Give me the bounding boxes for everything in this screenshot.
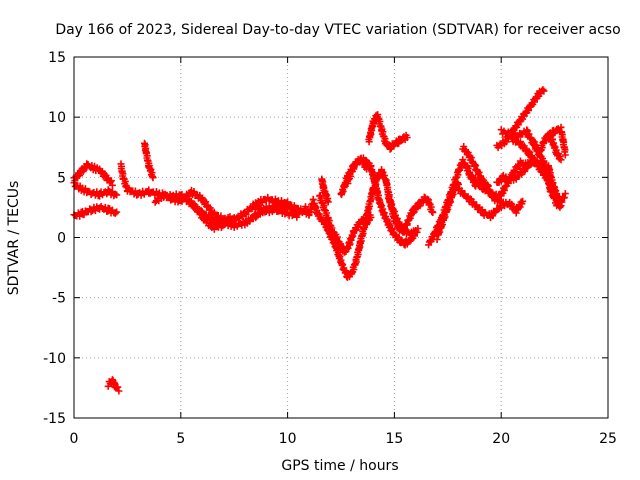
data-series-track-n — [365, 111, 411, 153]
scatter-markers — [70, 203, 121, 220]
plot-frame — [73, 56, 609, 419]
scatter-markers — [544, 123, 569, 159]
data-series-track-k — [318, 175, 332, 206]
scatter-markers — [318, 175, 332, 206]
scatter-markers — [316, 191, 375, 256]
scatter-markers — [455, 185, 527, 222]
y-tick-label: -15 — [43, 411, 66, 427]
scatter-markers — [141, 139, 157, 182]
x-tick-label: 5 — [176, 431, 185, 447]
data-series-track-h — [252, 202, 302, 221]
data-series-track-v — [493, 155, 539, 186]
x-axis-label: GPS time / hours — [281, 458, 398, 474]
data-series-track-r — [433, 179, 462, 243]
y-tick-label: 0 — [57, 231, 66, 247]
scatter-markers — [493, 155, 539, 186]
chart-title: Day 166 of 2023, Sidereal Day-to-day VTE… — [55, 22, 620, 38]
y-axis-label: SDTVAR / TECUs — [6, 181, 22, 296]
data-series-track-o — [384, 191, 420, 239]
data-series-track-ab — [544, 162, 569, 206]
scatter-markers — [252, 202, 302, 221]
scatter-markers — [365, 111, 411, 153]
scatter-markers — [384, 191, 420, 239]
y-tick-label: 15 — [48, 50, 66, 66]
axis-ticks: 0 5 10 15 20 25 15 10 5 0 -5 -10 -15 — [43, 50, 617, 447]
x-tick-label: 0 — [70, 431, 79, 447]
data-series-track-g — [183, 195, 234, 233]
plot-area — [70, 86, 569, 395]
scatter-markers — [343, 154, 422, 249]
data-series-track-m — [343, 154, 422, 249]
scatter-markers — [433, 179, 462, 243]
scatter-markers — [508, 134, 559, 193]
data-series-track-e — [141, 139, 157, 182]
y-tick-label: 5 — [57, 170, 66, 186]
data-series-track-aa — [544, 123, 569, 159]
data-series-track-t — [455, 185, 527, 222]
x-tick-label: 10 — [279, 431, 297, 447]
x-tick-label: 25 — [599, 431, 617, 447]
data-series-track-a — [70, 203, 121, 220]
scatter-markers — [183, 195, 234, 233]
data-series-track-ac — [104, 376, 123, 395]
scatter-markers — [104, 376, 123, 395]
scatter-markers — [544, 162, 569, 206]
x-tick-label: 15 — [385, 431, 403, 447]
scatter-markers — [408, 193, 437, 218]
y-tick-label: -10 — [43, 351, 66, 367]
x-tick-label: 20 — [492, 431, 510, 447]
data-series-track-y — [508, 134, 559, 193]
y-tick-label: -5 — [52, 291, 66, 307]
y-tick-label: 10 — [48, 110, 66, 126]
data-series-track-p — [408, 193, 437, 218]
data-series-track-j — [316, 191, 375, 256]
